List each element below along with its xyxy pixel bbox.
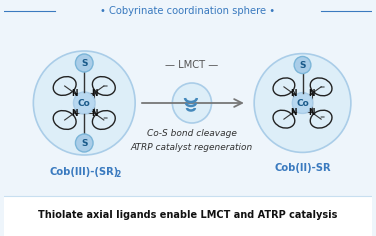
Circle shape: [294, 56, 311, 74]
Text: N: N: [290, 89, 296, 98]
Text: Cob(III)-(SR): Cob(III)-(SR): [50, 167, 119, 177]
Text: N: N: [309, 89, 315, 98]
Text: Co: Co: [296, 98, 309, 108]
Ellipse shape: [310, 78, 332, 96]
Text: =: =: [319, 85, 324, 90]
Ellipse shape: [92, 77, 115, 95]
Circle shape: [292, 93, 313, 114]
Circle shape: [76, 54, 93, 72]
Ellipse shape: [92, 111, 115, 129]
Circle shape: [73, 92, 95, 114]
Text: S: S: [81, 59, 88, 67]
Ellipse shape: [310, 110, 332, 128]
Circle shape: [172, 83, 211, 123]
Text: =: =: [102, 84, 107, 89]
Text: N: N: [309, 108, 315, 117]
Ellipse shape: [53, 111, 76, 129]
Text: — LMCT —: — LMCT —: [165, 60, 218, 70]
Ellipse shape: [53, 77, 76, 95]
Text: =: =: [102, 117, 107, 122]
Text: N: N: [290, 108, 296, 117]
Text: Co-S bond cleavage: Co-S bond cleavage: [147, 128, 237, 138]
Text: 2: 2: [115, 170, 120, 179]
Text: Cob(II)-SR: Cob(II)-SR: [274, 163, 331, 173]
Text: =: =: [319, 116, 324, 121]
Text: N: N: [71, 88, 78, 97]
Text: N: N: [91, 109, 97, 118]
Text: ATRP catalyst regeneration: ATRP catalyst regeneration: [131, 143, 253, 152]
Text: Thiolate axial ligands enable LMCT and ATRP catalysis: Thiolate axial ligands enable LMCT and A…: [38, 210, 338, 220]
Circle shape: [254, 54, 351, 152]
Bar: [4, 196, 372, 236]
Circle shape: [33, 51, 135, 155]
Ellipse shape: [273, 110, 295, 128]
Text: N: N: [91, 88, 97, 97]
Text: • Cobyrinate coordination sphere •: • Cobyrinate coordination sphere •: [100, 6, 276, 16]
Ellipse shape: [273, 78, 295, 96]
Text: N: N: [71, 109, 78, 118]
Circle shape: [76, 134, 93, 152]
Text: S: S: [81, 139, 88, 148]
Text: S: S: [299, 60, 306, 69]
Text: Co: Co: [78, 98, 91, 108]
